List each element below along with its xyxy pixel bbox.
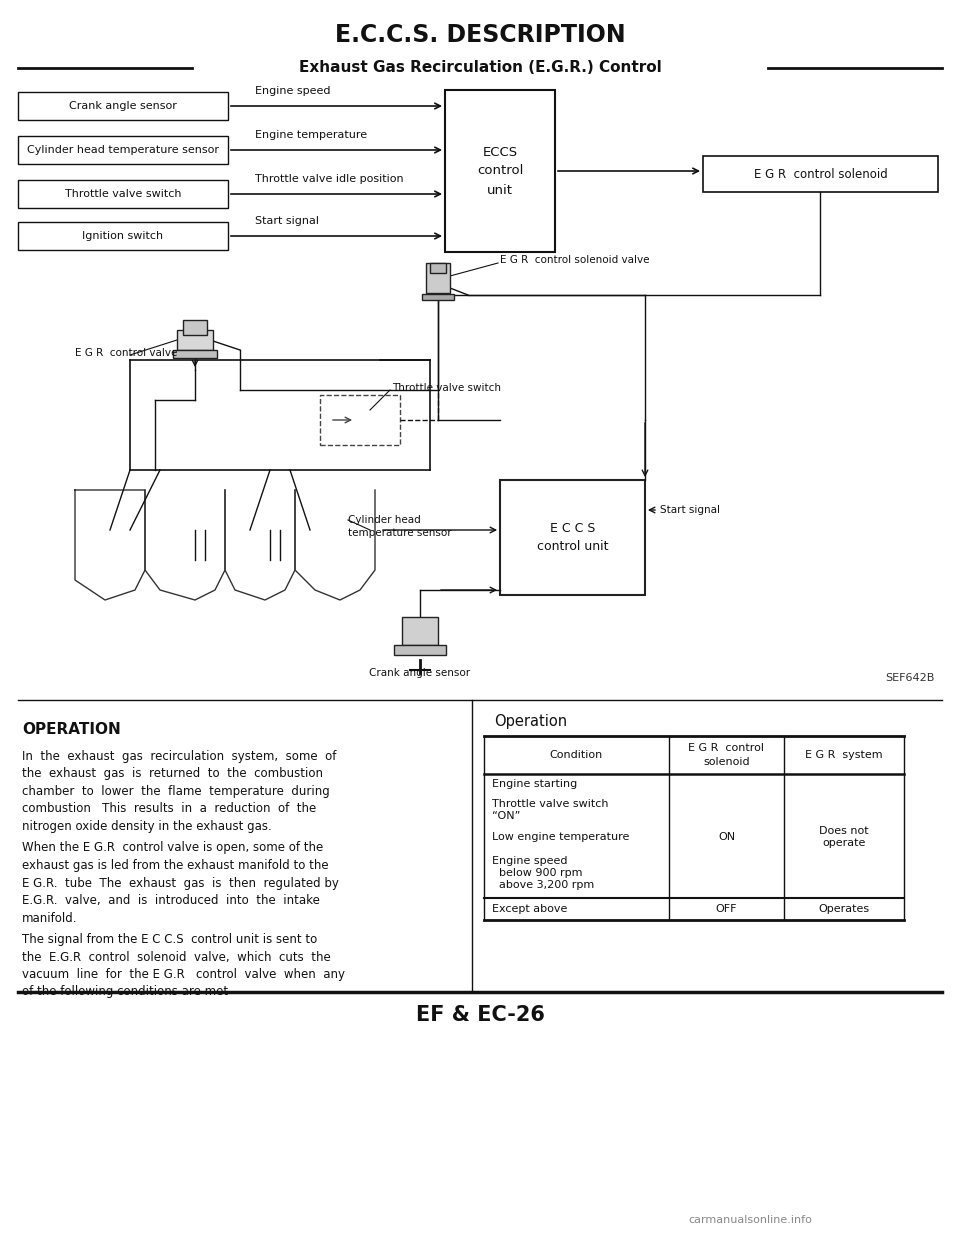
Text: Low engine temperature: Low engine temperature (492, 833, 630, 843)
Bar (320, 395, 400, 445)
Text: E G R  control solenoid: E G R control solenoid (754, 167, 887, 181)
Text: Start signal: Start signal (660, 506, 720, 515)
Text: SEF642B: SEF642B (886, 673, 935, 683)
Text: E.G.R.  valve,  and  is  introduced  into  the  intake: E.G.R. valve, and is introduced into the… (22, 895, 320, 907)
Text: Engine temperature: Engine temperature (255, 130, 367, 140)
Bar (18, 180, 228, 208)
Bar (18, 136, 228, 164)
Text: E G R  system: E G R system (805, 750, 883, 760)
Text: combustion   This  results  in  a  reduction  of  the: combustion This results in a reduction o… (22, 803, 316, 815)
Text: the  exhaust  gas  is  returned  to  the  combustion: the exhaust gas is returned to the combu… (22, 767, 323, 781)
Text: exhaust gas is led from the exhaust manifold to the: exhaust gas is led from the exhaust mani… (22, 859, 328, 872)
Bar (422, 294, 454, 300)
Text: Operates: Operates (819, 904, 870, 914)
Bar (394, 646, 446, 655)
Text: Cylinder head temperature sensor: Cylinder head temperature sensor (27, 145, 219, 155)
Text: E G R  control
solenoid: E G R control solenoid (688, 743, 764, 767)
Text: OPERATION: OPERATION (22, 722, 121, 737)
Text: Crank angle sensor: Crank angle sensor (370, 668, 470, 678)
Text: Engine starting: Engine starting (492, 779, 577, 789)
Text: Exhaust Gas Recirculation (E.G.R.) Control: Exhaust Gas Recirculation (E.G.R.) Contr… (299, 61, 661, 76)
Bar (173, 349, 217, 358)
Bar (183, 320, 207, 335)
Bar (426, 263, 450, 292)
Text: E G R  control valve: E G R control valve (75, 348, 178, 358)
Bar (430, 263, 446, 273)
Text: carmanualsonline.info: carmanualsonline.info (688, 1215, 812, 1225)
Bar (445, 90, 555, 252)
Text: The signal from the E C C.S  control unit is sent to: The signal from the E C C.S control unit… (22, 933, 317, 947)
Text: the  E.G.R  control  solenoid  valve,  which  cuts  the: the E.G.R control solenoid valve, which … (22, 950, 331, 964)
Text: OFF: OFF (716, 904, 737, 914)
Text: Throttle valve switch
“ON”: Throttle valve switch “ON” (492, 799, 609, 821)
Text: chamber  to  lower  the  flame  temperature  during: chamber to lower the flame temperature d… (22, 786, 329, 798)
Text: EF & EC-26: EF & EC-26 (416, 1005, 544, 1025)
Text: Operation: Operation (494, 714, 567, 729)
Text: Does not
operate: Does not operate (819, 826, 869, 849)
Bar (18, 92, 228, 120)
Text: vacuum  line  for  the E G.R   control  valve  when  any: vacuum line for the E G.R control valve … (22, 968, 345, 981)
Text: manifold.: manifold. (22, 912, 78, 924)
Text: Throttle valve idle position: Throttle valve idle position (255, 173, 403, 185)
Text: Start signal: Start signal (255, 216, 319, 225)
Text: Engine speed: Engine speed (255, 85, 330, 95)
Text: E G.R.  tube  The  exhaust  gas  is  then  regulated by: E G.R. tube The exhaust gas is then regu… (22, 876, 339, 890)
Text: Condition: Condition (550, 750, 603, 760)
Text: ECCS
control
unit: ECCS control unit (477, 145, 523, 197)
Bar (703, 156, 938, 192)
Text: Cylinder head
temperature sensor: Cylinder head temperature sensor (348, 515, 451, 538)
Text: Except above: Except above (492, 904, 567, 914)
Text: Ignition switch: Ignition switch (83, 230, 163, 242)
Text: E C C S
control unit: E C C S control unit (537, 522, 609, 554)
Bar (402, 617, 438, 646)
Text: In  the  exhaust  gas  recirculation  system,  some  of: In the exhaust gas recirculation system,… (22, 750, 336, 763)
Text: E G R  control solenoid valve: E G R control solenoid valve (500, 255, 650, 265)
Text: Crank angle sensor: Crank angle sensor (69, 102, 177, 112)
Text: Throttle valve switch: Throttle valve switch (392, 383, 501, 393)
Bar (500, 479, 645, 595)
Text: of the following conditions are met: of the following conditions are met (22, 985, 228, 999)
Text: nitrogen oxide density in the exhaust gas.: nitrogen oxide density in the exhaust ga… (22, 820, 272, 833)
Text: ON: ON (718, 833, 735, 843)
Text: Throttle valve switch: Throttle valve switch (64, 190, 181, 199)
Bar (177, 330, 213, 349)
Text: Engine speed
  below 900 rpm
  above 3,200 rpm: Engine speed below 900 rpm above 3,200 r… (492, 856, 594, 891)
Bar (18, 222, 228, 250)
Text: E.C.C.S. DESCRIPTION: E.C.C.S. DESCRIPTION (335, 24, 625, 47)
Text: When the E G.R  control valve is open, some of the: When the E G.R control valve is open, so… (22, 841, 324, 855)
